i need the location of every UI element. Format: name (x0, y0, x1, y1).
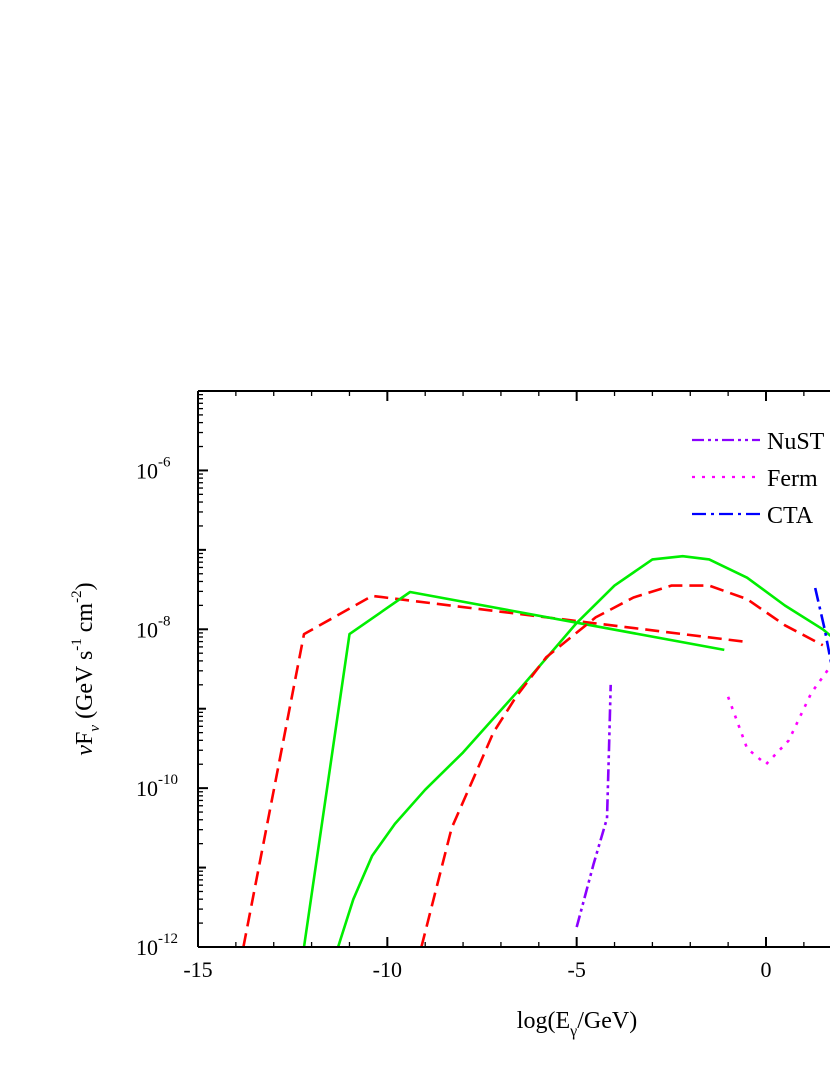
y-tick-label: 10-6 (136, 454, 171, 483)
legend-label: CTA (767, 503, 814, 529)
series-green-2 (336, 554, 830, 947)
y-tick-label: 10-8 (136, 613, 171, 642)
series-red-1 (242, 594, 748, 947)
series-green-1 (302, 590, 725, 947)
y-tick-label: 10-10 (136, 772, 178, 801)
x-tick-label: 0 (761, 957, 772, 982)
y-axis-title: νFν (GeV s-1 cm-2) (69, 582, 103, 755)
series-red-2 (420, 584, 824, 947)
legend: NuST Ferm CTA (692, 429, 825, 529)
series-fermi (726, 664, 830, 766)
x-tick-label: -15 (183, 957, 212, 982)
x-tick-label: -5 (568, 957, 586, 982)
series-cta (813, 587, 830, 664)
y-tick-label: 10-12 (136, 931, 178, 960)
legend-label: NuST (767, 429, 825, 455)
x-tick-label: -10 (373, 957, 402, 982)
labels-layer: -15 -10 -5 0 10-12 10-10 10-8 10-6 log(Eγ/GeV) νF… (69, 454, 772, 1040)
axes (197, 390, 830, 948)
x-axis-title: log(Eγ/GeV) (517, 1008, 637, 1040)
curves-layer (242, 554, 830, 947)
legend-label: Ferm (767, 466, 818, 492)
series-nustar (575, 684, 612, 928)
